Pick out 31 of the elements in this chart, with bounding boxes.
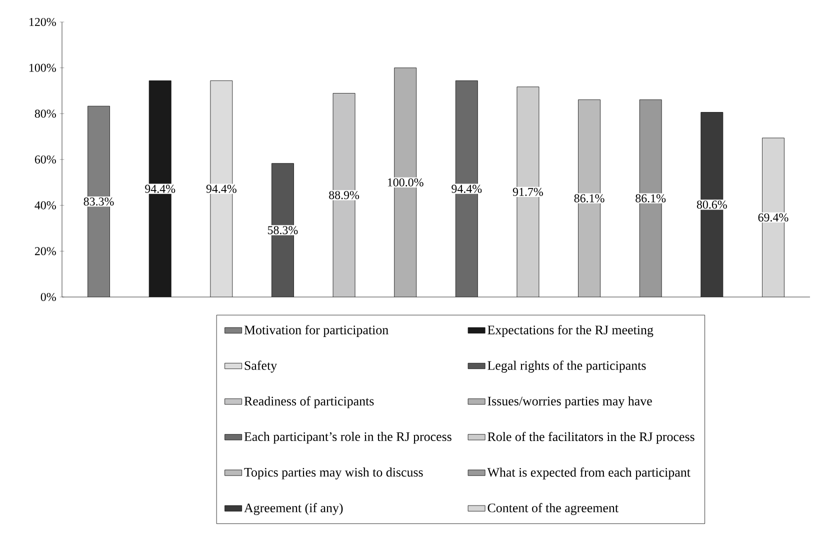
legend-label: What is expected from each participant: [487, 467, 690, 480]
legend-label: Content of the agreement: [488, 503, 618, 515]
y-tick-label: 40%: [34, 201, 56, 210]
legend-label: Role of the facilitators in the RJ process: [488, 432, 694, 444]
legend-label: Agreement (if any): [244, 503, 343, 515]
legend-label: Motivation for participation: [244, 325, 388, 337]
y-tick-label: 100%: [30, 64, 56, 72]
legend-label: Issues/worries parties may have: [488, 396, 652, 408]
data-label: 86.1%: [636, 194, 666, 202]
legend-label: Readiness of participants: [244, 396, 374, 408]
data-label: 83.3%: [84, 197, 114, 206]
data-label: 58.3%: [268, 226, 298, 234]
y-tick-label: 20%: [34, 247, 56, 256]
data-label: 94.4%: [145, 184, 176, 193]
data-label: 80.6%: [696, 200, 727, 209]
legend-label: Legal rights of the participants: [488, 360, 646, 373]
y-tick-label: 0%: [40, 292, 56, 302]
data-label: 88.9%: [329, 191, 360, 200]
data-label: 69.4%: [758, 213, 788, 222]
y-tick-label: 120%: [30, 18, 56, 26]
legend-label: Expectations for the RJ meeting: [488, 325, 654, 337]
data-label: 100.0%: [388, 178, 424, 186]
legend-label: Safety: [244, 360, 278, 373]
data-label: 94.4%: [452, 184, 482, 193]
legend-label: Each participant’s role in the RJ process: [244, 432, 452, 444]
data-label: 86.1%: [574, 194, 604, 202]
data-label: 94.4%: [206, 184, 236, 193]
data-label: 91.7%: [512, 188, 544, 196]
legend-label: Topics parties may wish to discuss: [244, 468, 423, 480]
y-tick-label: 80%: [34, 110, 56, 118]
y-tick-label: 60%: [34, 155, 56, 164]
